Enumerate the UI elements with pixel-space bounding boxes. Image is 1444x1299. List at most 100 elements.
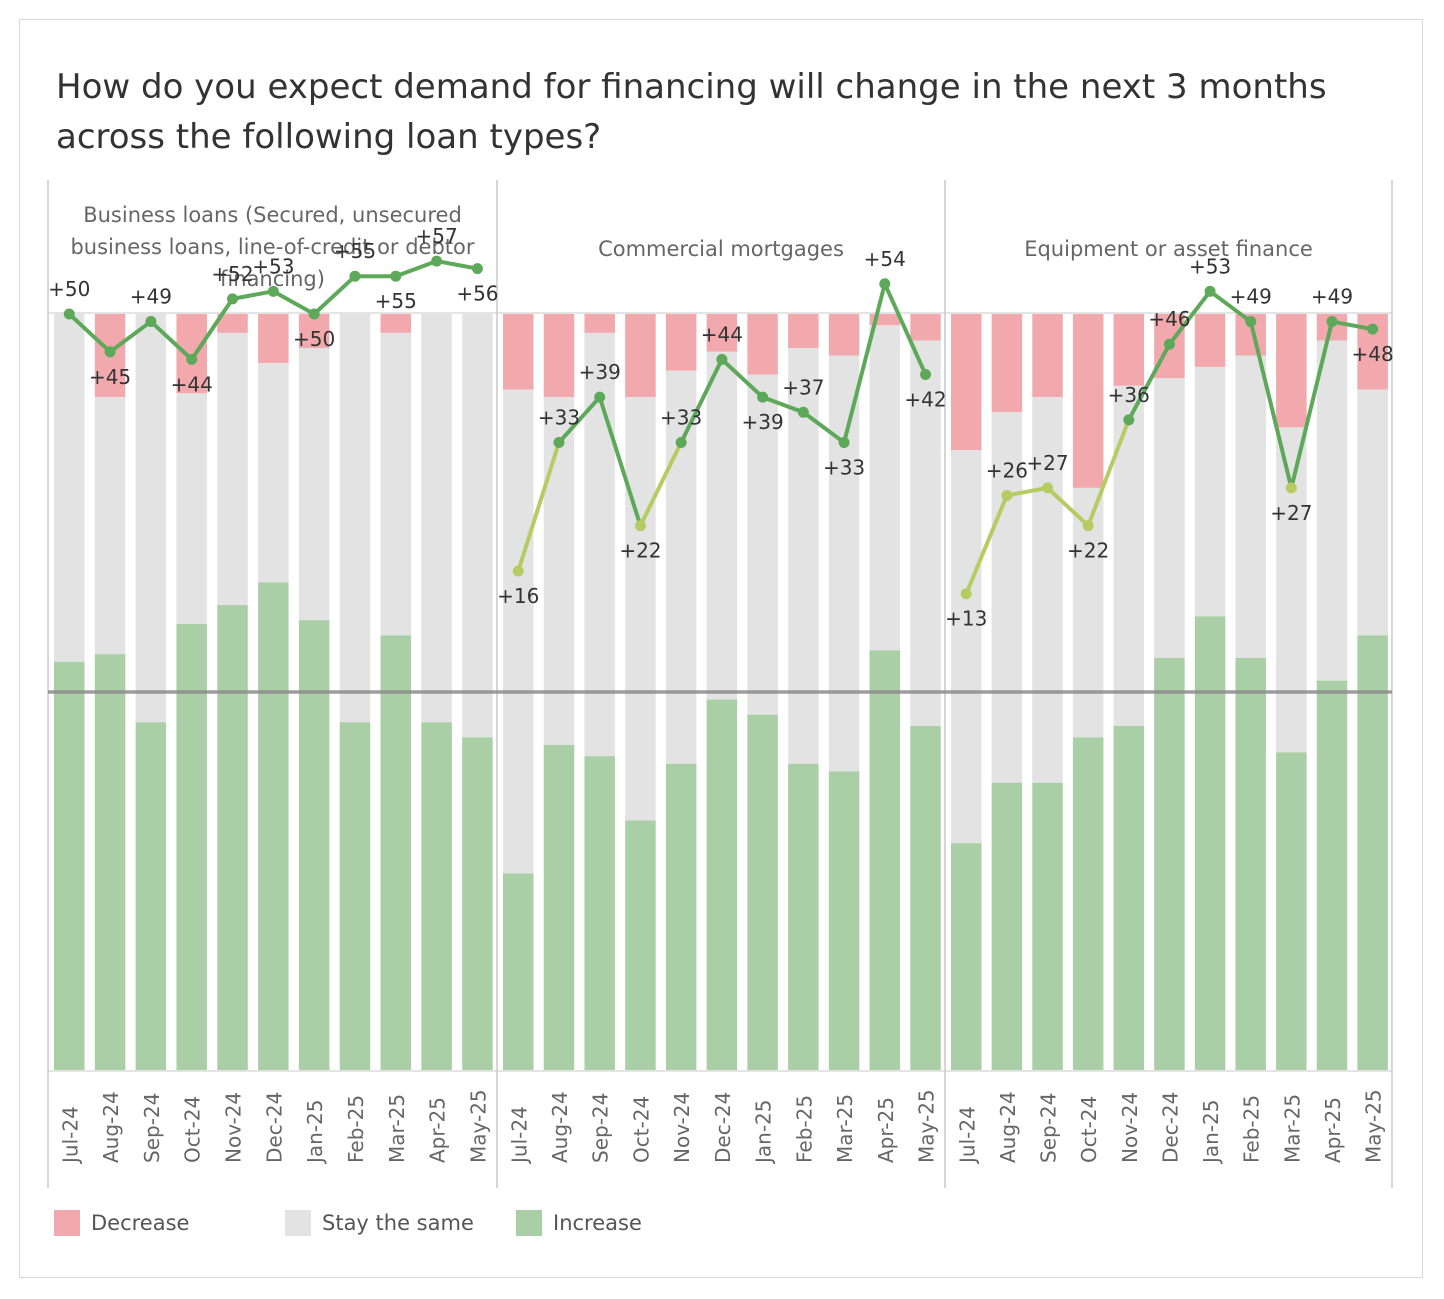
bar-increase-may-25 [1357,635,1388,1070]
net-label-feb-25: +55 [334,239,376,263]
net-line-segment [556,395,602,445]
bar-same-may-25 [1357,389,1388,636]
bar-increase-apr-25 [1316,680,1348,1070]
bar-same-mar-25 [828,355,860,772]
net-point-feb-25 [349,270,361,282]
x-tick-label-jan-25: Jan-25 [303,1100,327,1166]
legend-item-same[interactable]: Stay the same [285,1210,474,1236]
net-line-segment [638,440,684,528]
x-tick-label-may-25: May-25 [1362,1089,1386,1163]
x-tick-label-aug-24: Aug-24 [99,1091,123,1163]
net-label-feb-25: +49 [1230,285,1272,309]
legend-item-increase[interactable]: Increase [516,1210,642,1236]
x-tick-label-jul-24: Jul-24 [955,1106,979,1165]
net-line-segment [679,357,724,445]
net-point-mar-25 [1285,482,1297,494]
x-tick-label-mar-25: Mar-25 [385,1094,409,1163]
net-point-oct-24 [634,520,646,532]
bar-increase-jul-24 [951,843,982,1070]
bar-increase-feb-25 [339,722,371,1070]
net-point-jan-25 [1204,285,1216,297]
bar-increase-oct-24 [625,820,656,1070]
bar-increase-jul-24 [54,661,85,1070]
net-line-segment [964,493,1009,596]
net-line-segment [67,312,113,354]
bar-decrease-sep-24 [584,314,615,333]
bar-decrease-aug-24 [543,314,575,398]
net-point-dec-24 [267,285,279,297]
bar-decrease-mar-25 [828,314,860,356]
x-tick-label-nov-24: Nov-24 [222,1092,246,1163]
net-point-nov-24 [1123,414,1135,426]
net-line-segment [393,259,439,279]
bar-increase-aug-24 [991,782,1023,1070]
net-line-segment [1208,289,1253,324]
chart-frame [19,19,1423,1278]
net-point-sep-24 [1042,482,1054,494]
bar-increase-nov-24 [1113,726,1145,1070]
net-label-aug-24: +45 [89,365,131,389]
x-tick-label-may-25: May-25 [466,1089,490,1163]
x-tick-label-aug-24: Aug-24 [548,1091,572,1163]
x-tick-label-jan-25: Jan-25 [752,1100,776,1166]
net-point-jul-24 [512,565,524,577]
net-point-sep-24 [145,316,157,328]
net-line-segment [271,289,317,316]
bar-increase-jan-25 [747,714,778,1070]
net-point-nov-24 [227,293,239,305]
bar-decrease-jul-24 [503,314,534,390]
bar-same-may-25 [462,314,493,738]
net-label-may-25: +48 [1352,342,1394,366]
bar-increase-mar-25 [828,771,860,1070]
net-line-segment [882,281,928,377]
x-tick-label-dec-24: Dec-24 [711,1092,735,1163]
net-line-segment [1086,417,1131,528]
bar-decrease-sep-24 [1032,314,1063,398]
bar-increase-dec-24 [258,582,289,1070]
net-line-segment [1045,485,1091,528]
net-label-nov-24: +36 [1108,383,1150,407]
bar-same-feb-25 [339,314,371,723]
net-label-jul-24: +16 [497,584,539,608]
bar-increase-jan-25 [1194,616,1226,1070]
bar-decrease-may-25 [910,314,941,341]
net-label-sep-24: +49 [130,285,172,309]
x-tick-label-oct-24: Oct-24 [629,1096,653,1163]
bar-increase-jan-25 [298,620,330,1070]
net-point-dec-24 [1163,338,1175,350]
bar-same-oct-24 [176,393,207,624]
net-line-segment [516,440,561,574]
legend-label-increase: Increase [553,1211,642,1235]
net-label-dec-24: +44 [701,322,743,346]
chart-title: How do you expect demand for financing w… [56,67,1327,157]
x-tick-label-nov-24: Nov-24 [670,1092,694,1163]
bar-decrease-nov-24 [665,314,697,371]
net-line-segment [148,319,194,362]
x-tick-label-mar-25: Mar-25 [833,1094,857,1163]
bar-increase-nov-24 [217,605,248,1070]
panel-header-line: Business loans (Secured, unsecured [83,203,462,227]
x-tick-label-dec-24: Dec-24 [1158,1092,1182,1163]
bar-decrease-mar-25 [1276,314,1307,428]
net-line-segment [1167,289,1213,347]
legend-item-decrease[interactable]: Decrease [54,1210,189,1236]
bar-decrease-jan-25 [298,314,330,349]
bar-same-sep-24 [1032,397,1063,783]
net-point-nov-24 [675,437,687,449]
x-tick-label-aug-24: Aug-24 [996,1091,1020,1163]
bar-increase-jul-24 [503,873,534,1070]
net-label-sep-24: +39 [579,360,621,384]
net-point-jul-24 [960,588,972,600]
x-tick-label-feb-25: Feb-25 [1240,1095,1264,1163]
bar-same-sep-24 [135,314,167,723]
x-tick-label-oct-24: Oct-24 [1077,1096,1101,1163]
net-point-apr-25 [879,278,891,290]
net-label-dec-24: +46 [1148,307,1190,331]
net-line-segment [760,395,806,415]
bar-same-mar-25 [380,332,412,636]
x-tick-label-jul-24: Jul-24 [507,1106,531,1165]
net-line-segment [842,281,887,445]
bar-increase-oct-24 [1072,737,1104,1070]
net-point-jan-25 [757,391,769,403]
